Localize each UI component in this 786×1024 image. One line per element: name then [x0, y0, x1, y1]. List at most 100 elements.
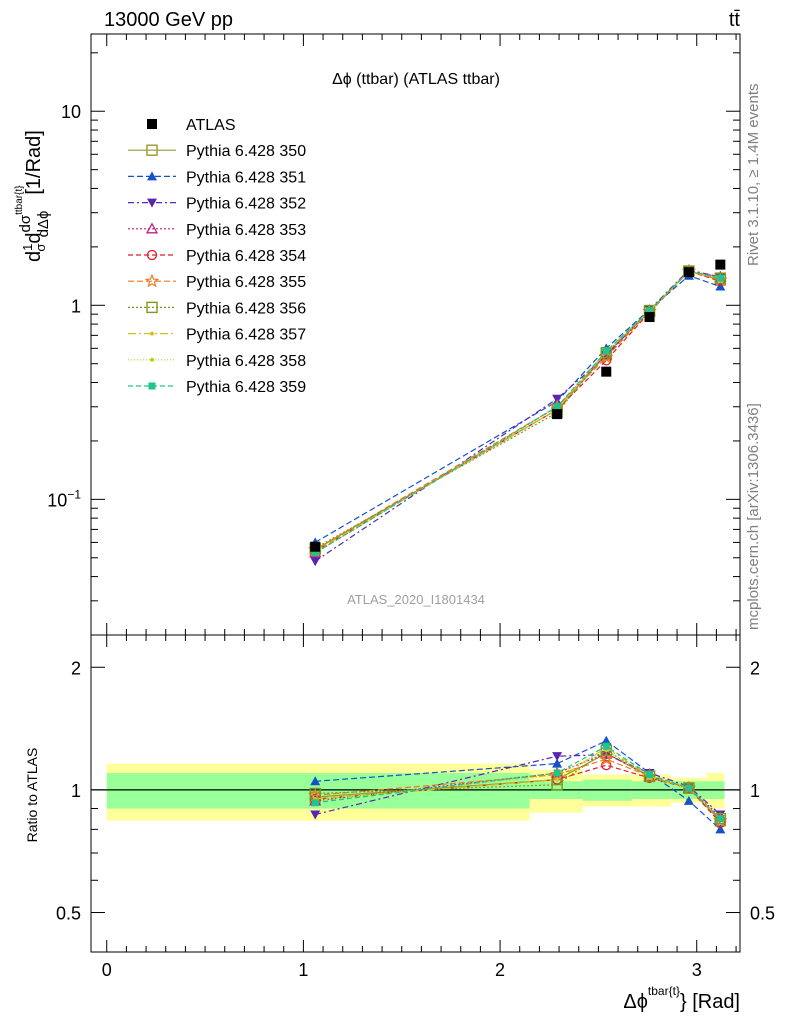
analysis-watermark: ATLAS_2020_I1801434 [347, 592, 485, 607]
mcplots-reference-label: mcplots.cern.ch [arXiv:1306.3436] [745, 403, 762, 630]
series-359-ratio-point [311, 799, 319, 807]
y-label-d: d [23, 251, 45, 262]
y-label-sigma: σ [33, 244, 48, 252]
series-352-ratio-point [310, 810, 321, 820]
energy-label: 13000 GeV pp [104, 9, 233, 31]
series-354-line [314, 270, 721, 552]
series-351-ratio-point [683, 795, 694, 805]
atlas-data-point [715, 259, 726, 270]
legend-atlas-label: ATLAS [186, 117, 236, 134]
ratio-axis-ticks: 0 1 2 3 2 2 1 1 0.5 0.5 [56, 635, 775, 980]
series-351-line [314, 275, 721, 543]
series-359-point [602, 347, 610, 355]
series-351-ratio-point [552, 758, 563, 768]
ratio-y-tick-label: 2 [71, 658, 81, 678]
x-tick-label: 3 [692, 960, 702, 980]
ratio-y-tick-label: 1 [750, 781, 760, 801]
x-tick-label: 2 [495, 960, 505, 980]
series-352-ratio-point [552, 752, 563, 762]
series-355-ratio-point [549, 766, 565, 781]
series-357-line [314, 270, 721, 552]
legend-series-356-label: Pythia 6.428 356 [186, 300, 306, 317]
series-355-ratio-point [598, 751, 614, 766]
legend-series-355-label: Pythia 6.428 355 [186, 274, 306, 291]
series-359-ratio-point [716, 815, 724, 823]
atlas-data-point [601, 366, 612, 377]
series-356-ratio-point [683, 782, 695, 794]
y-tick-label: 10 [61, 102, 81, 122]
y-label-denominator: dΔϕ [35, 211, 52, 238]
process-label: tt̄ [729, 9, 741, 31]
legend-series-354-marker [146, 249, 158, 261]
series-359-ratio-point [646, 771, 654, 779]
y-tick-label: 1 [71, 296, 81, 316]
y-tick-label: 10−1 [47, 487, 81, 510]
legend-atlas-marker [147, 119, 157, 129]
atlas-data-point [683, 267, 694, 278]
y-label-superscript: ttbar{t} [14, 185, 25, 215]
legend-series-359-marker [148, 382, 156, 390]
legend-series-353-label: Pythia 6.428 353 [186, 222, 306, 239]
ratio-y-tick-label: 0.5 [750, 904, 775, 924]
legend-series-359-label: Pythia 6.428 359 [186, 379, 306, 396]
y-label-dsigma: dσ [17, 214, 34, 232]
legend-series-351-marker [147, 171, 157, 181]
series-350-line [314, 270, 721, 551]
main-axis-ticks: 10 1 10−1 [47, 34, 740, 636]
legend-series-358-marker [150, 357, 154, 362]
ratio-y-tick-label: 2 [750, 658, 760, 678]
legend-series-350-marker [146, 144, 158, 156]
series-351-ratio-point [601, 735, 612, 745]
plot-title: Δϕ (ttbar) (ATLAS ttbar) [332, 71, 500, 88]
legend-series-356-marker [146, 301, 158, 314]
series-356-ratio-point [714, 812, 727, 825]
series-359-ratio-point [602, 742, 610, 750]
main-plot-panel: 10 1 10−1 Δϕ (ttbar) (ATLAS ttbar) ATLAS_2… [47, 33, 741, 636]
x-tick-label: 0 [102, 960, 112, 980]
series-351-ratio-line [315, 740, 721, 830]
series-359-point [716, 274, 724, 282]
legend-series-357-marker [150, 331, 154, 336]
ratio-y-tick-label: 0.5 [56, 904, 81, 924]
legend-series-353-marker [145, 222, 159, 234]
y-label-unit: [1/Rad] [23, 130, 45, 194]
atlas-data-point [552, 409, 563, 420]
atlas-data-point [310, 541, 321, 552]
series-356-line [314, 270, 721, 549]
series-353-ratio-point [600, 746, 613, 758]
y-label-d2: d [23, 232, 45, 243]
legend-series-351-label: Pythia 6.428 351 [186, 169, 306, 186]
ratio-y-tick-label: 1 [71, 781, 81, 801]
legend-series-354-label: Pythia 6.428 354 [186, 248, 306, 265]
series-353-line [314, 270, 721, 554]
series-359-ratio-point [685, 784, 693, 792]
series-351-ratio-point [310, 776, 321, 786]
series-352-point [310, 557, 321, 567]
legend-series-357-label: Pythia 6.428 357 [186, 327, 306, 344]
series-359-point [553, 403, 561, 411]
rivet-version-label: Rivet 3.1.10, ≥ 1.4M events [745, 84, 762, 267]
ratio-plot-content [91, 735, 740, 834]
ratio-y-axis-label: Ratio to ATLAS [24, 748, 40, 843]
series-357-ratio-point [555, 777, 560, 782]
series-354-point [601, 355, 612, 366]
legend-series-352-marker [147, 198, 157, 208]
ratio-plot-frame [90, 634, 741, 953]
svg-text:d1σddσttbar{t}dΔϕ[1/Rad]: d1σddσttbar{t}dΔϕ[1/Rad] [14, 130, 52, 262]
series-359-point [311, 549, 319, 557]
x-tick-label: 1 [298, 960, 308, 980]
legend-series-352-label: Pythia 6.428 352 [186, 196, 306, 213]
series-358-line [314, 271, 721, 554]
series-354-ratio-point [601, 760, 612, 771]
series-355-line [314, 270, 721, 551]
legend-series-358-label: Pythia 6.428 358 [186, 353, 306, 370]
series-359-ratio-line [315, 745, 721, 820]
y-label-one: 1 [20, 244, 35, 251]
main-plot-content [307, 259, 728, 567]
series-356-point [600, 346, 612, 359]
series-359-ratio-point [553, 769, 561, 777]
y-axis-label: d1σddσttbar{t}dΔϕ[1/Rad] [14, 130, 52, 262]
series-359-line [314, 270, 721, 554]
x-axis-label: Δϕtbar{t}} [Rad] [623, 984, 740, 1013]
